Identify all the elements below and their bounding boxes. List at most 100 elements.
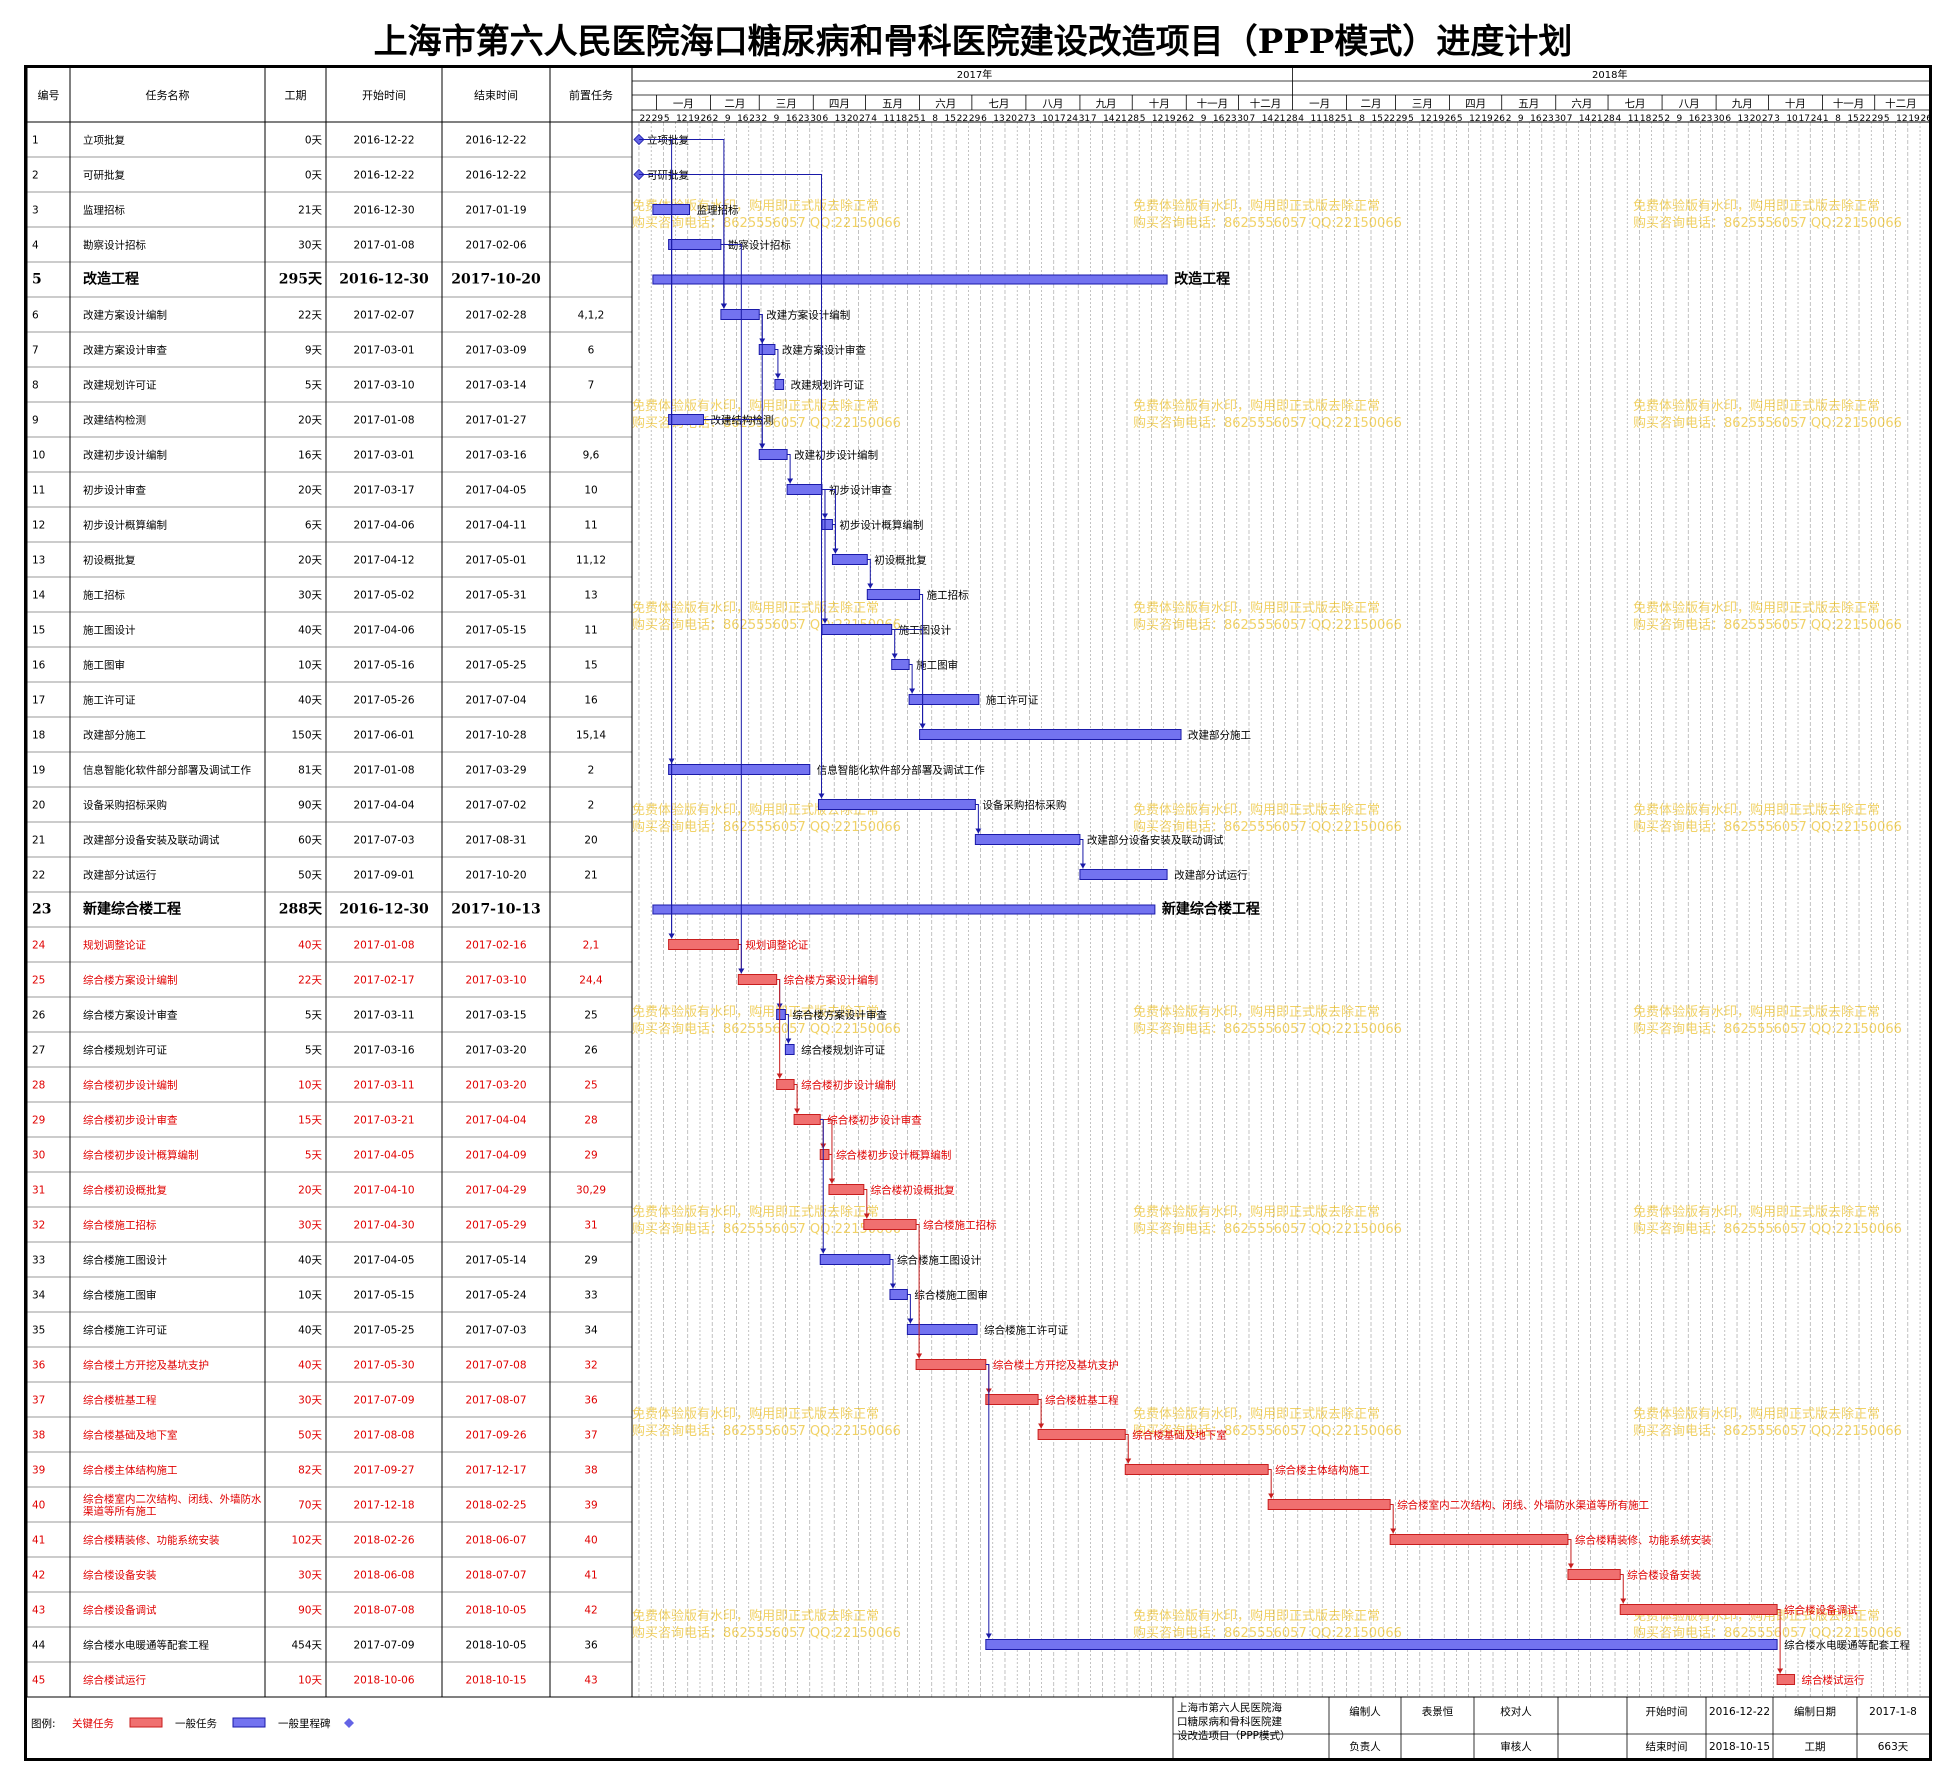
arrow-head	[1567, 1563, 1574, 1569]
bar-label: 综合楼方案设计编制	[784, 974, 879, 987]
dependency-arrow	[638, 174, 673, 764]
arrow-head	[1777, 1668, 1784, 1674]
bar-label: 施工图审	[916, 659, 958, 672]
task-duration: 20天	[298, 1185, 322, 1197]
bar-label: 施工许可证	[986, 694, 1039, 707]
task-end: 2017-03-29	[465, 765, 526, 777]
task-duration: 40天	[298, 1360, 322, 1372]
task-end: 2018-02-25	[465, 1500, 526, 1512]
task-name: 综合楼施工招标	[83, 1219, 157, 1232]
task-bar	[985, 1394, 1039, 1405]
task-start: 2017-05-16	[353, 660, 414, 672]
week-tick-label: 14	[1262, 114, 1274, 124]
week-tick-label: 14	[1579, 114, 1591, 124]
task-end: 2017-07-08	[465, 1360, 526, 1372]
bar-label: 施工招标	[927, 589, 969, 602]
watermark-line1: 免费体验版有水印，购用即正式版去除正常	[1633, 198, 1880, 214]
week-tick-label: 1	[1347, 114, 1353, 124]
task-end: 2017-05-31	[465, 590, 526, 602]
task-start: 2017-04-05	[353, 1255, 414, 1267]
task-bar	[985, 1639, 1778, 1650]
task-start: 2017-01-08	[353, 415, 414, 427]
task-predecessors: 25	[584, 1080, 597, 1092]
task-id: 39	[32, 1465, 45, 1477]
week-tick-label: 1	[1823, 114, 1829, 124]
task-start: 2016-12-30	[353, 205, 414, 217]
task-name: 综合楼初步设计审查	[83, 1114, 178, 1127]
task-bar	[821, 519, 833, 530]
dependency-arrow	[1567, 1539, 1572, 1569]
watermark-line2: 购买咨询电话：8625556057 QQ:22150066	[1133, 415, 1402, 431]
month-label: 九月	[1096, 98, 1117, 110]
week-tick-label: 20	[1750, 114, 1762, 124]
task-bar	[908, 694, 980, 705]
week-tick-label: 3	[1774, 114, 1780, 124]
task-predecessors: 40	[584, 1535, 597, 1547]
footer-compiler-label: 编制人	[1349, 1705, 1381, 1718]
task-duration: 0天	[305, 170, 323, 182]
arrow-head	[1390, 1528, 1397, 1534]
task-duration: 10天	[298, 1080, 322, 1092]
task-start: 2017-01-08	[353, 940, 414, 952]
week-tick-label: 21	[1115, 114, 1126, 124]
task-duration: 150天	[291, 730, 322, 742]
week-tick-label: 19	[1908, 114, 1920, 124]
task-predecessors: 6	[588, 345, 595, 357]
task-bar	[784, 1044, 795, 1055]
footer-duration-label: 工期	[1805, 1741, 1826, 1753]
task-predecessors: 39	[584, 1500, 597, 1512]
task-name: 综合楼初步设计编制	[83, 1079, 178, 1092]
task-name: 立项批复	[83, 134, 125, 147]
task-name: 规划调整论证	[83, 939, 146, 952]
task-bar	[817, 799, 976, 810]
month-label: 七月	[988, 98, 1009, 110]
legend-milestone-swatch	[344, 1718, 354, 1728]
year-label: 2017年	[957, 68, 992, 81]
arrow-head	[818, 793, 825, 799]
arrow-head	[889, 1283, 896, 1289]
watermark-line1: 免费体验版有水印，购用即正式版去除正常	[1133, 198, 1380, 214]
task-id: 27	[32, 1045, 45, 1057]
arrow-head	[891, 653, 898, 659]
task-bar	[919, 729, 1182, 740]
watermark-line2: 购买咨询电话：8625556057 QQ:22150066	[632, 1021, 901, 1037]
watermark-line1: 免费体验版有水印，购用即正式版去除正常	[1633, 1204, 1880, 1220]
watermark-line1: 免费体验版有水印，购用即正式版去除正常	[632, 802, 879, 818]
watermark-line2: 购买咨询电话：8625556057 QQ:22150066	[632, 215, 901, 231]
task-name: 综合楼设备安装	[83, 1569, 157, 1582]
task-start: 2017-03-01	[353, 345, 414, 357]
watermark-line2: 购买咨询电话：8625556057 QQ:22150066	[1133, 819, 1402, 835]
task-duration: 30天	[298, 590, 322, 602]
task-start: 2017-06-01	[353, 730, 414, 742]
arrow-head	[794, 1108, 801, 1114]
arrow-head	[832, 548, 839, 554]
week-tick-label: 9	[725, 114, 731, 124]
watermark-line1: 免费体验版有水印，购用即正式版去除正常	[1133, 398, 1380, 414]
week-tick-label: 5	[664, 114, 670, 124]
task-name: 施工图审	[83, 659, 125, 672]
week-tick-label: 31	[1079, 114, 1090, 124]
task-id: 28	[32, 1080, 45, 1092]
week-tick-label: 27	[1018, 114, 1029, 124]
task-start: 2017-03-10	[353, 380, 414, 392]
week-tick-label: 12	[1896, 114, 1907, 124]
task-end: 2017-03-16	[465, 450, 526, 462]
task-start: 2017-05-02	[353, 590, 414, 602]
week-tick-label: 13	[993, 114, 1004, 124]
task-predecessors: 41	[584, 1570, 597, 1582]
bar-label: 规划调整论证	[745, 939, 808, 952]
dependency-arrow	[821, 489, 826, 624]
task-name: 可研批复	[83, 169, 125, 182]
task-bar	[1124, 1464, 1269, 1475]
month-label: 九月	[1732, 98, 1753, 110]
footer-project-name: 上海市第六人民医院海	[1177, 1701, 1282, 1714]
dependency-arrow	[759, 314, 763, 449]
task-name: 综合楼初设概批复	[83, 1184, 167, 1197]
month-label: 十一月	[1833, 97, 1865, 110]
dependency-arrow	[820, 1119, 824, 1254]
task-start: 2017-09-01	[353, 870, 414, 882]
task-id: 38	[32, 1430, 45, 1442]
task-end: 2017-04-05	[465, 485, 526, 497]
task-id: 37	[32, 1395, 45, 1407]
